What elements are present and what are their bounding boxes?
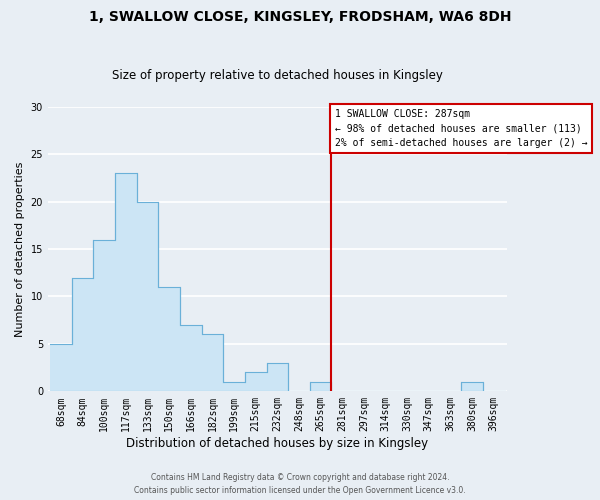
Text: 1 SWALLOW CLOSE: 287sqm
← 98% of detached houses are smaller (113)
2% of semi-de: 1 SWALLOW CLOSE: 287sqm ← 98% of detache… (335, 108, 587, 148)
Y-axis label: Number of detached properties: Number of detached properties (15, 162, 25, 336)
X-axis label: Distribution of detached houses by size in Kingsley: Distribution of detached houses by size … (126, 437, 428, 450)
Text: 1, SWALLOW CLOSE, KINGSLEY, FRODSHAM, WA6 8DH: 1, SWALLOW CLOSE, KINGSLEY, FRODSHAM, WA… (89, 10, 511, 24)
Title: Size of property relative to detached houses in Kingsley: Size of property relative to detached ho… (112, 69, 443, 82)
Text: Contains HM Land Registry data © Crown copyright and database right 2024.
Contai: Contains HM Land Registry data © Crown c… (134, 473, 466, 495)
